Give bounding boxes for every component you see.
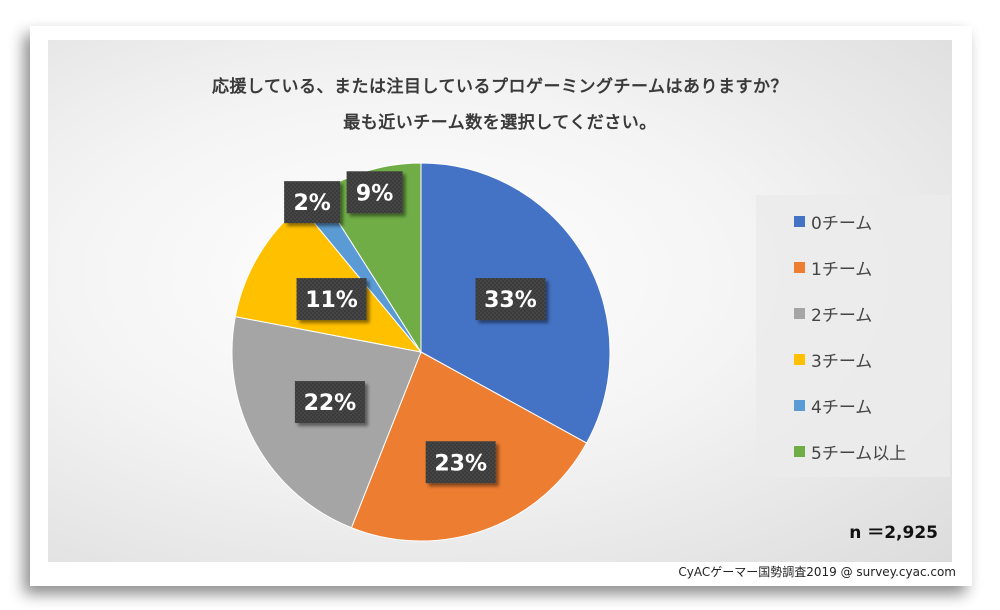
data-label-0: 33% <box>475 278 546 321</box>
data-label-5: 9% <box>346 171 403 214</box>
data-label-text-5: 9% <box>356 181 393 206</box>
legend-item-4: 4チーム <box>794 393 873 418</box>
source-credit: CyACゲーマー国勢調査2019 @ survey.cyac.com <box>678 565 956 579</box>
legend-label-0: 0チーム <box>811 213 873 234</box>
chart-title-line1: 応援している、または注目しているプロゲーミングチームはありますか？ <box>212 77 788 97</box>
legend-item-3: 3チーム <box>794 347 873 372</box>
data-label-text-2: 22% <box>304 391 357 416</box>
legend-item-5: 5チーム以上 <box>794 439 907 464</box>
data-label-text-4: 2% <box>293 191 330 216</box>
data-label-box-0 <box>475 278 546 321</box>
legend-swatch-5 <box>794 445 805 457</box>
data-label-box-5 <box>346 171 403 214</box>
data-label-box-3 <box>296 278 367 321</box>
data-label-2: 22% <box>294 381 365 424</box>
legend-item-2: 2チーム <box>794 301 873 326</box>
data-label-text-0: 33% <box>484 288 537 313</box>
legend-label-4: 4チーム <box>811 397 873 418</box>
legend-swatch-4 <box>794 399 805 411</box>
legend-swatch-0 <box>794 215 805 227</box>
data-label-1: 23% <box>425 441 496 484</box>
data-label-box-2 <box>294 381 365 424</box>
legend-label-1: 1チーム <box>811 259 873 280</box>
legend-swatch-2 <box>794 307 805 319</box>
chart-title-line2: 最も近いチーム数を選択してください。 <box>343 113 657 133</box>
legend-item-0: 0チーム <box>794 209 873 234</box>
legend-label-5: 5チーム以上 <box>811 443 907 464</box>
data-label-text-1: 23% <box>434 451 487 476</box>
legend-item-1: 1チーム <box>794 255 873 280</box>
data-label-text-3: 11% <box>305 288 358 313</box>
legend-label-3: 3チーム <box>811 351 873 372</box>
legend: 0チーム 1チーム 2チーム 3チーム 4チーム 5チーム以上 <box>756 195 950 477</box>
data-label-3: 11% <box>296 278 367 321</box>
data-label-box-1 <box>425 441 496 484</box>
legend-swatch-1 <box>794 261 805 273</box>
data-label-box-4 <box>284 181 341 224</box>
data-label-4: 2% <box>284 181 341 224</box>
legend-swatch-3 <box>794 353 805 365</box>
legend-label-2: 2チーム <box>811 305 873 326</box>
sample-size: n ＝2,925 <box>849 523 938 543</box>
